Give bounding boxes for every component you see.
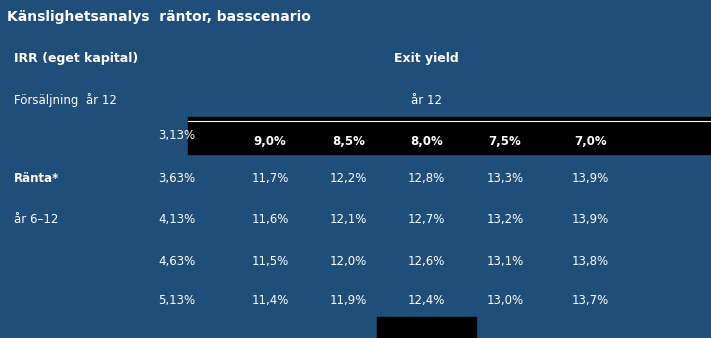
Text: år 6–12: år 6–12 — [14, 213, 58, 226]
Text: 13,2%: 13,2% — [486, 213, 523, 226]
Text: 11,9%: 11,9% — [330, 294, 367, 308]
Text: Känslighetsanalys  räntor, basscenario: Känslighetsanalys räntor, basscenario — [7, 9, 311, 24]
Text: år 12: år 12 — [411, 94, 442, 107]
Text: 4,13%: 4,13% — [159, 213, 196, 226]
Text: 5,13%: 5,13% — [159, 294, 196, 308]
Text: 7,0%: 7,0% — [574, 135, 606, 148]
Text: Ränta*: Ränta* — [14, 172, 60, 185]
Text: 13,9%: 13,9% — [572, 172, 609, 185]
Bar — [188, 117, 711, 154]
Text: 13,9%: 13,9% — [572, 213, 609, 226]
Text: 13,3%: 13,3% — [486, 172, 523, 185]
Text: 11,5%: 11,5% — [252, 255, 289, 268]
Text: 13,1%: 13,1% — [486, 255, 523, 268]
Text: Exit yield: Exit yield — [394, 52, 459, 66]
Text: 3,13%: 3,13% — [159, 129, 196, 142]
Bar — [377, 317, 476, 338]
Text: 12,1%: 12,1% — [330, 213, 367, 226]
Text: 13,7%: 13,7% — [572, 294, 609, 308]
Text: 12,6%: 12,6% — [408, 255, 445, 268]
Text: 12,4%: 12,4% — [408, 294, 445, 308]
Text: 11,7%: 11,7% — [252, 172, 289, 185]
Text: 8,0%: 8,0% — [410, 135, 443, 148]
Text: IRR (eget kapital): IRR (eget kapital) — [14, 52, 139, 66]
Text: 12,7%: 12,7% — [408, 213, 445, 226]
Text: 4,63%: 4,63% — [159, 255, 196, 268]
Text: 11,6%: 11,6% — [252, 213, 289, 226]
Text: 11,4%: 11,4% — [252, 294, 289, 308]
Text: 3,63%: 3,63% — [159, 172, 196, 185]
Text: Försäljning  år 12: Försäljning år 12 — [14, 93, 117, 107]
Text: 7,5%: 7,5% — [488, 135, 521, 148]
Text: 12,0%: 12,0% — [330, 255, 367, 268]
Text: 9,0%: 9,0% — [254, 135, 287, 148]
Text: 13,0%: 13,0% — [486, 294, 523, 308]
Text: 8,5%: 8,5% — [332, 135, 365, 148]
Text: 12,8%: 12,8% — [408, 172, 445, 185]
Text: 13,8%: 13,8% — [572, 255, 609, 268]
Text: 12,2%: 12,2% — [330, 172, 367, 185]
